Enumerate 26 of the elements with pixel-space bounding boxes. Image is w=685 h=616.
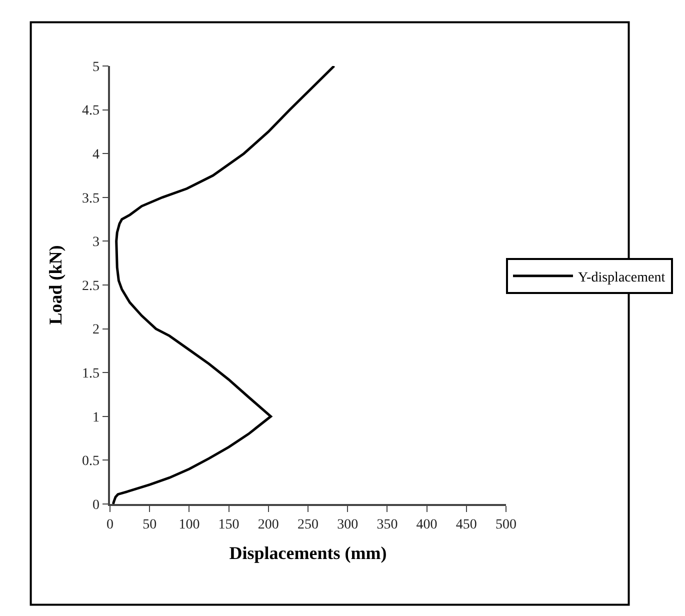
line-series — [112, 66, 336, 504]
x-tick-label: 500 — [496, 518, 516, 533]
y-axis-title: Load (kN) — [46, 245, 66, 325]
y-tick-label: 5 — [92, 60, 100, 75]
y-tick-label: 0.5 — [82, 454, 100, 470]
y-tick-label: 2.5 — [82, 278, 100, 294]
x-tick-label: 400 — [416, 518, 438, 533]
y-tick-label: 0 — [92, 498, 100, 513]
y-tick-label: 3 — [92, 235, 100, 250]
x-tick-label: 350 — [376, 518, 398, 533]
x-tick-label: 50 — [142, 518, 157, 533]
legend-label: Y-displacement — [578, 270, 666, 286]
x-tick-label: 450 — [456, 518, 477, 533]
x-axis-title: Displacements (mm) — [229, 543, 387, 564]
y-tick-label: 4 — [92, 148, 100, 162]
x-tick-label: 0 — [106, 518, 114, 533]
x-tick-label: 200 — [258, 518, 279, 533]
y-tick-label: 1.5 — [82, 366, 100, 382]
x-tick-label: 150 — [218, 518, 240, 533]
y-tick-label: 1 — [92, 410, 100, 426]
x-tick-label: 300 — [337, 518, 358, 533]
y-tick-label: 4.5 — [82, 104, 100, 119]
y-tick-label: 3.5 — [82, 191, 100, 206]
y-tick-label: 2 — [92, 322, 100, 338]
x-tick-label: 100 — [178, 518, 200, 533]
x-tick-label: 250 — [298, 518, 318, 533]
